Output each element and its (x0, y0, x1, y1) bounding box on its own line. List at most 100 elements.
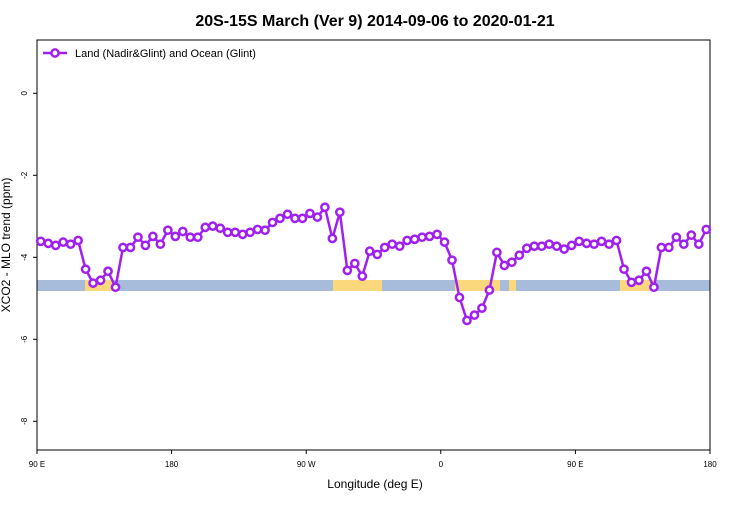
data-point (192, 232, 203, 243)
x-tick-label: 90 E (29, 460, 45, 469)
data-point (499, 260, 510, 271)
data-point (611, 235, 622, 246)
data-point (65, 239, 76, 250)
data-point (95, 275, 106, 286)
y-tick-label: -2 (20, 171, 29, 179)
series-line (40, 204, 708, 323)
data-point (252, 224, 263, 235)
data-point (574, 236, 584, 247)
data-point (260, 225, 270, 236)
data-point (604, 239, 614, 250)
data-point (686, 230, 697, 241)
data-point (357, 271, 368, 282)
data-point (349, 258, 360, 269)
data-point (559, 244, 570, 254)
land-band (85, 280, 112, 291)
data-point (215, 223, 226, 234)
data-point (664, 242, 674, 253)
data-point (701, 224, 712, 235)
data-point (140, 240, 151, 251)
data-point (170, 231, 181, 242)
y-tick-label: 0 (20, 91, 29, 96)
data-point (372, 249, 383, 260)
data-point (626, 277, 637, 288)
data-point (267, 217, 278, 228)
x-tick-label: 90 W (297, 460, 316, 469)
data-point (417, 232, 427, 243)
data-point (148, 231, 158, 242)
x-axis-label: Longitude (deg E) (327, 477, 422, 491)
data-point (394, 241, 405, 252)
data-point (387, 239, 398, 250)
x-tick-label: 180 (165, 460, 179, 469)
data-point (671, 232, 682, 243)
data-point (634, 275, 644, 286)
data-point (581, 238, 592, 249)
data-point (200, 222, 211, 233)
data-point (469, 310, 480, 320)
data-point (58, 237, 69, 247)
data-point (589, 239, 599, 250)
data-point (230, 227, 241, 238)
data-point (641, 266, 652, 277)
data-point (237, 229, 248, 240)
data-point (649, 282, 659, 293)
data-point (409, 234, 420, 245)
data-point (43, 238, 54, 249)
data-point (506, 257, 517, 268)
data-point (163, 225, 173, 236)
data-point (402, 235, 412, 246)
land-band (509, 280, 516, 291)
data-point (222, 227, 233, 238)
data-point (133, 232, 143, 243)
data-point (544, 239, 555, 250)
data-point (290, 213, 300, 224)
legend-marker (50, 48, 60, 58)
data-point (155, 239, 166, 250)
data-point (424, 231, 435, 242)
data-point (110, 282, 121, 293)
data-point (282, 209, 293, 220)
data-point (177, 226, 188, 237)
data-point (88, 278, 98, 288)
land-band (620, 280, 655, 291)
land-band (455, 280, 500, 291)
chart-title: 20S-15S March (Ver 9) 2014-09-06 to 2020… (195, 13, 554, 30)
data-point (596, 236, 607, 247)
data-point (312, 212, 323, 222)
data-point (305, 208, 315, 219)
data-point (80, 264, 91, 275)
data-point (484, 285, 495, 295)
data-point (35, 236, 46, 247)
data-point (454, 292, 465, 303)
data-point (327, 233, 338, 244)
data-point (619, 264, 629, 275)
data-point (566, 240, 577, 251)
data-point (432, 229, 442, 240)
data-point (185, 232, 196, 243)
data-point (656, 242, 667, 253)
data-point (103, 266, 113, 277)
y-tick-label: -4 (20, 253, 29, 261)
y-tick-label: -6 (20, 335, 29, 343)
land-band (333, 280, 382, 291)
data-point (693, 239, 704, 250)
data-point (245, 227, 255, 238)
data-point (439, 237, 450, 247)
data-point (118, 242, 128, 253)
data-point (514, 250, 525, 261)
data-point (335, 207, 345, 218)
y-axis-label: XCO2 - MLO trend (ppm) (0, 178, 13, 313)
x-tick-label: 90 E (567, 460, 583, 469)
x-tick-label: 0 (439, 460, 444, 469)
data-point (521, 243, 532, 254)
data-point (320, 202, 330, 213)
plot-frame (36, 39, 711, 451)
data-point (297, 213, 308, 224)
data-point (125, 242, 136, 253)
data-point (536, 241, 547, 252)
x-tick-label: 180 (703, 460, 717, 469)
data-point (275, 213, 285, 224)
data-point (477, 303, 487, 313)
